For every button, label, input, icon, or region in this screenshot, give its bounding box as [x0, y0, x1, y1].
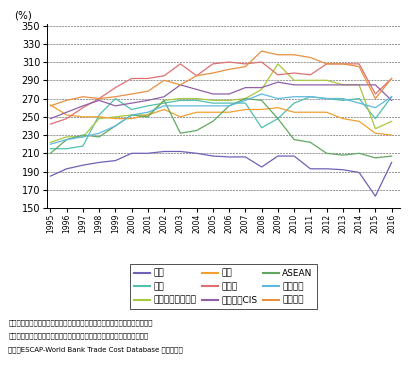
Text: 資料：ESCAP-World Bank Trade Cost Database から作成。: 資料：ESCAP-World Bank Trade Cost Database … — [8, 347, 182, 353]
Text: 備考：輸入国における製造業の貿易コストを地域ごとに単純平均して算出。: 備考：輸入国における製造業の貿易コストを地域ごとに単純平均して算出。 — [8, 319, 152, 326]
Text: 本貿易コストには、関税、輸送費、言語等の要素が含まれている。: 本貿易コストには、関税、輸送費、言語等の要素が含まれている。 — [8, 333, 148, 339]
Legend: 北米, 欧州, 東アジア・大洋州, 中東, 中南米, ロシア・CIS, ASEAN, 南アジア, アフリカ: 北米, 欧州, 東アジア・大洋州, 中東, 中南米, ロシア・CIS, ASEA… — [129, 264, 317, 309]
Text: (%): (%) — [13, 10, 31, 20]
